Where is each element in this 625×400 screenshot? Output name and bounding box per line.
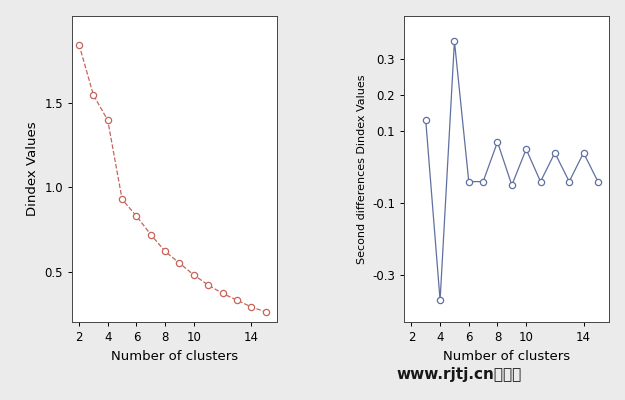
X-axis label: Number of clusters: Number of clusters xyxy=(443,350,571,362)
Y-axis label: Second differences Dindex Values: Second differences Dindex Values xyxy=(357,74,367,264)
Y-axis label: Dindex Values: Dindex Values xyxy=(26,122,39,216)
X-axis label: Number of clusters: Number of clusters xyxy=(111,350,238,362)
Text: www.rjtj.cn软推网: www.rjtj.cn软推网 xyxy=(397,366,522,382)
